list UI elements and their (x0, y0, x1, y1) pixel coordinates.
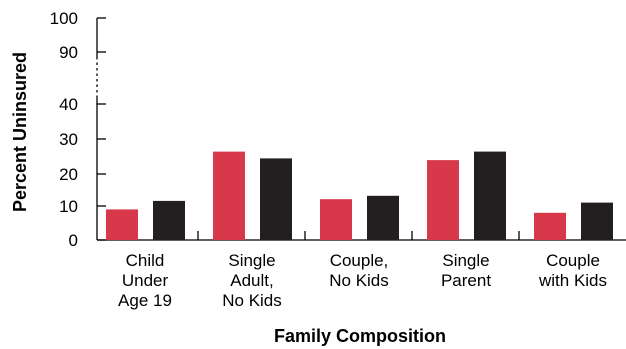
bar (106, 209, 138, 240)
bar (427, 160, 459, 240)
bar (260, 158, 292, 240)
x-category-label: Single Parent (441, 251, 491, 290)
x-category-label: Single Adult, No Kids (222, 251, 282, 310)
x-category-label-line: Under (122, 271, 169, 290)
x-category-label-line: No Kids (222, 291, 282, 310)
bar (367, 195, 399, 240)
x-category-label: Couple, No Kids (329, 251, 389, 290)
x-category-label: Couple with Kids (538, 251, 607, 290)
y-axis-title: Percent Uninsured (10, 52, 30, 212)
chart-bars (106, 151, 613, 240)
y-tick-label: 30 (59, 130, 78, 149)
x-category-label-line: Adult, (230, 271, 273, 290)
x-category-label: Child Under Age 19 (118, 251, 172, 310)
y-tick-labels: 0 10 20 30 40 90 100 (50, 9, 78, 250)
x-category-label-line: Single (442, 251, 489, 270)
bar (534, 212, 566, 240)
x-axis-title: Family Composition (274, 326, 446, 346)
x-category-label-line: Parent (441, 271, 491, 290)
y-tick-label: 10 (59, 197, 78, 216)
bar (153, 200, 185, 240)
y-tick-label: 100 (50, 9, 78, 28)
y-tick-label: 40 (59, 95, 78, 114)
x-category-label-line: Couple, (330, 251, 389, 270)
bar (581, 202, 613, 240)
bar (474, 151, 506, 240)
y-tick-label: 0 (69, 231, 78, 250)
x-category-label-line: Single (228, 251, 275, 270)
x-category-label-line: Couple (546, 251, 600, 270)
x-category-label-line: Age 19 (118, 291, 172, 310)
x-category-label-line: No Kids (329, 271, 389, 290)
y-tick-label: 90 (59, 43, 78, 62)
bar (213, 151, 245, 240)
x-category-label-line: with Kids (538, 271, 607, 290)
x-category-label-line: Child (126, 251, 165, 270)
y-tick-label: 20 (59, 165, 78, 184)
bar (320, 199, 352, 240)
